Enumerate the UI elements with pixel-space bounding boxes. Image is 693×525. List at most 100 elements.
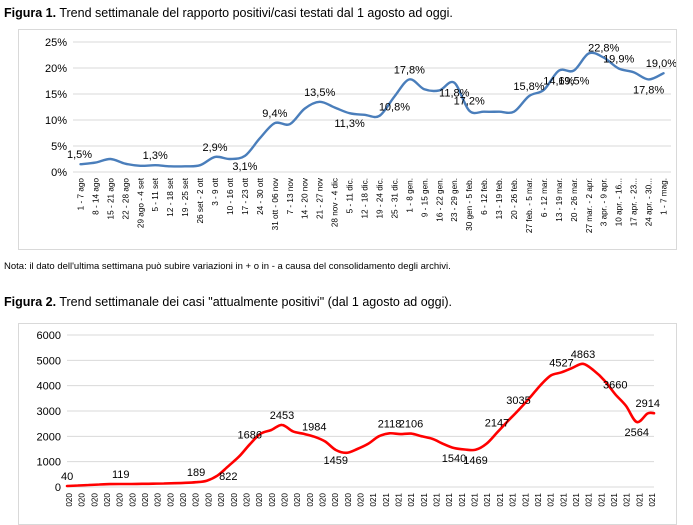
figure-2-chart-panel: 0 1000 2000 3000 4000 5000 6000 020 020 020 020 020… bbox=[18, 323, 677, 525]
x-tick-label: 021 bbox=[534, 493, 543, 507]
figure-1-title-text: Trend settimanale del rapporto positivi/… bbox=[59, 6, 453, 20]
x-tick-label: 021 bbox=[509, 493, 518, 507]
data-label: 2118 bbox=[378, 418, 402, 430]
x-tick-label: 020 bbox=[154, 493, 163, 507]
x-tick-label: 13 - 19 feb. bbox=[495, 178, 504, 219]
x-tick-label: 15 - 21 ago bbox=[106, 178, 115, 220]
data-label: 119 bbox=[112, 469, 130, 481]
x-tick-label: 31 ott - 06 nov bbox=[271, 177, 280, 230]
figure-1-label: Figura 1. bbox=[4, 6, 57, 20]
x-tick-label: 020 bbox=[357, 493, 366, 507]
x-tick-label: 17 apr. - 23... bbox=[630, 178, 639, 226]
x-tick-label: 26 set - 2 ott bbox=[196, 177, 205, 223]
series-line bbox=[79, 51, 665, 168]
data-label: 10,8% bbox=[379, 102, 410, 114]
x-tick-label: 020 bbox=[255, 493, 264, 507]
x-tick-label: 24 - 30 ott bbox=[256, 177, 265, 215]
x-tick-label: 020 bbox=[128, 493, 137, 507]
x-tick-label: 020 bbox=[242, 493, 251, 507]
y-tick-label: 0 bbox=[55, 482, 61, 494]
x-tick-label: 12 - 18 set bbox=[166, 177, 175, 216]
x-tick-label: 021 bbox=[496, 493, 505, 507]
y-tick-label: 5% bbox=[51, 141, 67, 153]
y-tick-label: 0% bbox=[51, 167, 67, 179]
y-tick-label: 2000 bbox=[37, 431, 61, 443]
data-label: 11,8% bbox=[439, 88, 470, 100]
y-tick-label: 25% bbox=[45, 37, 67, 49]
x-tick-label: 3 - 9 ott bbox=[211, 177, 220, 205]
data-label: 2147 bbox=[485, 418, 509, 430]
x-tick-label: 8 - 14 ago bbox=[91, 178, 100, 215]
x-tick-label: 021 bbox=[369, 493, 378, 507]
data-label: 1,3% bbox=[143, 150, 168, 162]
x-tick-label: 27 mar. - 2 apr. bbox=[585, 178, 594, 233]
x-tick-label: 021 bbox=[597, 493, 606, 507]
data-label: 4527 bbox=[549, 357, 573, 369]
x-tick-label: 14 - 20 nov bbox=[301, 177, 310, 219]
data-label: 17,2% bbox=[454, 96, 485, 108]
x-tick-label: 021 bbox=[585, 493, 594, 507]
x-tick-label: 12 - 18 dic. bbox=[361, 178, 370, 219]
x-tick-label: 021 bbox=[483, 493, 492, 507]
data-label: 22,8% bbox=[588, 43, 619, 55]
figure-1-title: Figura 1. Trend settimanale del rapporto… bbox=[4, 6, 453, 20]
x-tick-label: 020 bbox=[65, 493, 74, 507]
x-tick-label: 1 - 8 gen. bbox=[405, 178, 414, 213]
x-tick-label: 021 bbox=[407, 493, 416, 507]
x-tick-label: 27 feb. - 5 mar. bbox=[525, 178, 534, 233]
figure-2-title: Figura 2. Trend settimanale dei casi "at… bbox=[4, 295, 452, 309]
data-label: 19,0% bbox=[646, 58, 676, 70]
x-tick-label: 021 bbox=[382, 493, 391, 507]
x-tick-label: 16 - 22 gen. bbox=[435, 178, 444, 222]
data-label: 1686 bbox=[238, 429, 262, 441]
x-tick-label: 30 gen - 5 feb. bbox=[465, 178, 474, 231]
x-tick-label: 021 bbox=[559, 493, 568, 507]
data-label: 2106 bbox=[399, 419, 423, 431]
x-tick-label: 1 - 7 ago bbox=[76, 178, 85, 211]
chart-note: Nota: il dato dell'ultima settimana può … bbox=[4, 261, 451, 272]
data-label: 40 bbox=[61, 471, 73, 483]
figure-2-label: Figura 2. bbox=[4, 295, 57, 309]
x-tick-label: 020 bbox=[217, 493, 226, 507]
data-label: 19,9% bbox=[603, 54, 634, 66]
x-tick-label: 020 bbox=[192, 493, 201, 507]
y-tick-label: 15% bbox=[45, 89, 67, 101]
x-tick-label: 020 bbox=[204, 493, 213, 507]
data-label: 3035 bbox=[506, 395, 530, 407]
data-label: 2564 bbox=[625, 427, 649, 439]
x-tick-label: 6 - 12 feb. bbox=[480, 178, 489, 215]
x-tick-label: 021 bbox=[445, 493, 454, 507]
x-tick-label: 13 - 19 mar. bbox=[555, 178, 564, 222]
x-tick-label: 021 bbox=[610, 493, 619, 507]
x-tick-label: 5 - 11 dic. bbox=[346, 178, 355, 213]
x-tick-label: 020 bbox=[318, 493, 327, 507]
data-label: 2453 bbox=[270, 410, 294, 422]
x-tick-label: 021 bbox=[420, 493, 429, 507]
x-tick-label: 020 bbox=[78, 493, 87, 507]
x-tick-label: 021 bbox=[648, 493, 657, 507]
y-tick-label: 5000 bbox=[37, 355, 61, 367]
x-tick-label: 1 - 7 mag. bbox=[660, 178, 669, 215]
x-tick-label: 25 - 31 dic. bbox=[390, 178, 399, 219]
x-tick-label: 020 bbox=[166, 493, 175, 507]
x-tick-label: 021 bbox=[547, 493, 556, 507]
x-tick-label: 3 apr. - 9 apr. bbox=[600, 178, 609, 226]
data-label: 19,5% bbox=[558, 76, 589, 88]
data-label: 13,5% bbox=[304, 87, 335, 99]
x-tick-label: 021 bbox=[635, 493, 644, 507]
x-tick-label: 9 - 15 gen. bbox=[420, 178, 429, 217]
x-tick-label: 5 - 11 set bbox=[151, 177, 160, 211]
data-label: 1459 bbox=[324, 455, 348, 467]
x-tick-label: 021 bbox=[395, 493, 404, 507]
data-label: 2,9% bbox=[202, 142, 227, 154]
x-tick-label: 020 bbox=[306, 493, 315, 507]
figure-1-chart: 0% 5% 10% 15% 20% 25% 1 - 7 ago 8 - 14 ago 15 - … bbox=[45, 37, 676, 233]
data-label: 11,3% bbox=[334, 118, 365, 130]
x-tick-label: 021 bbox=[623, 493, 632, 507]
figure-2-title-text: Trend settimanale dei casi "attualmente … bbox=[59, 295, 452, 309]
x-tick-label: 020 bbox=[141, 493, 150, 507]
x-tick-label: 21 - 27 nov bbox=[316, 177, 325, 219]
x-tick-label: 020 bbox=[344, 493, 353, 507]
y-tick-label: 3000 bbox=[37, 406, 61, 418]
